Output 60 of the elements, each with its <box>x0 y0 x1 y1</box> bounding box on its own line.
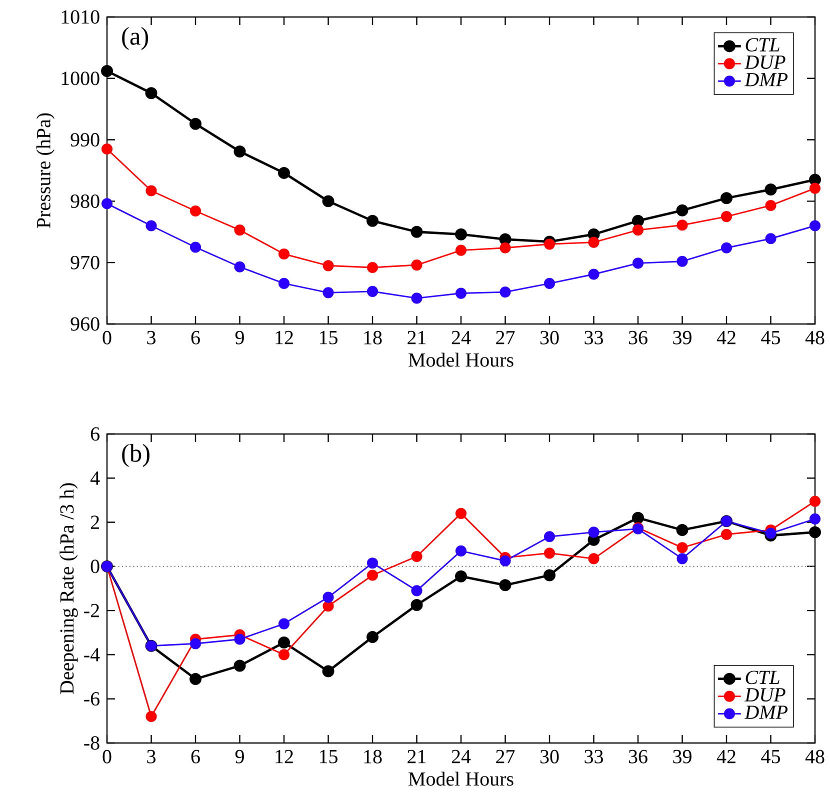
x-tick-label: 18 <box>364 330 382 344</box>
x-tick-label: 45 <box>761 330 780 344</box>
x-tick-label: 48 <box>805 750 824 764</box>
x-tick-label: 27 <box>496 330 515 344</box>
y-tick-label: 960 <box>70 317 100 331</box>
x-tick-label: 33 <box>584 750 603 764</box>
x-tick-label: 21 <box>408 750 426 764</box>
y-tick-label: -8 <box>84 736 100 750</box>
y-tick-label: 2 <box>90 516 99 529</box>
x-tick-label: 15 <box>320 750 338 764</box>
legend-label: CTL <box>746 38 780 52</box>
y-tick-label: 6 <box>90 427 100 441</box>
y-tick-label: 1000 <box>62 72 100 86</box>
x-tick-label: 15 <box>320 330 338 344</box>
x-tick-label: 0 <box>102 330 112 344</box>
x-tick-label: 36 <box>628 330 648 344</box>
annotation: (a) <box>122 27 148 50</box>
y-tick-label: 1010 <box>62 10 100 24</box>
x-tick-label: 12 <box>276 330 293 344</box>
legend-label: DUP <box>744 688 786 702</box>
x-tick-label: 42 <box>716 330 736 344</box>
y-tick-label: -2 <box>84 604 99 618</box>
y-tick-label: 4 <box>90 472 100 485</box>
x-tick-label: 6 <box>191 750 200 764</box>
x-axis-title: Model Hours <box>408 352 514 367</box>
x-tick-label: 36 <box>628 750 648 764</box>
y-tick-label: -4 <box>84 648 100 662</box>
legend-label: DUP <box>744 56 786 69</box>
x-tick-label: 18 <box>364 750 382 764</box>
x-tick-label: 48 <box>805 330 824 344</box>
y-tick-label: 990 <box>70 133 100 147</box>
x-tick-label: 9 <box>235 750 244 764</box>
x-tick-label: 6 <box>191 330 200 344</box>
x-axis-title: Model Hours <box>408 772 514 786</box>
annotation: (b) <box>122 444 150 467</box>
x-tick-label: 45 <box>761 750 780 764</box>
x-tick-label: 27 <box>496 750 515 764</box>
y-tick-label: 970 <box>70 256 100 270</box>
y-tick-label: -6 <box>84 692 100 706</box>
x-tick-label: 21 <box>408 330 426 344</box>
legend-label: DMP <box>744 706 788 719</box>
x-tick-label: 12 <box>276 750 293 764</box>
y-tick-label: 0 <box>90 560 100 574</box>
x-tick-label: 39 <box>673 330 692 344</box>
x-tick-label: 24 <box>452 330 471 344</box>
x-tick-label: 3 <box>147 330 156 344</box>
x-tick-label: 3 <box>147 750 156 764</box>
y-axis-title: Pressure (hPa) <box>36 113 54 228</box>
x-tick-label: 30 <box>540 750 559 764</box>
x-tick-label: 39 <box>673 750 692 764</box>
x-tick-label: 42 <box>716 750 736 764</box>
legend-label: DMP <box>744 73 788 86</box>
x-tick-label: 30 <box>540 330 559 344</box>
y-tick-label: 980 <box>70 194 100 208</box>
x-tick-label: 0 <box>102 750 112 764</box>
x-tick-label: 24 <box>452 750 471 764</box>
x-tick-label: 33 <box>584 330 603 344</box>
legend-label: CTL <box>746 670 780 684</box>
y-axis-title: Deepening Rate (hPa /3 h) <box>60 483 78 694</box>
x-tick-label: 9 <box>235 330 244 344</box>
